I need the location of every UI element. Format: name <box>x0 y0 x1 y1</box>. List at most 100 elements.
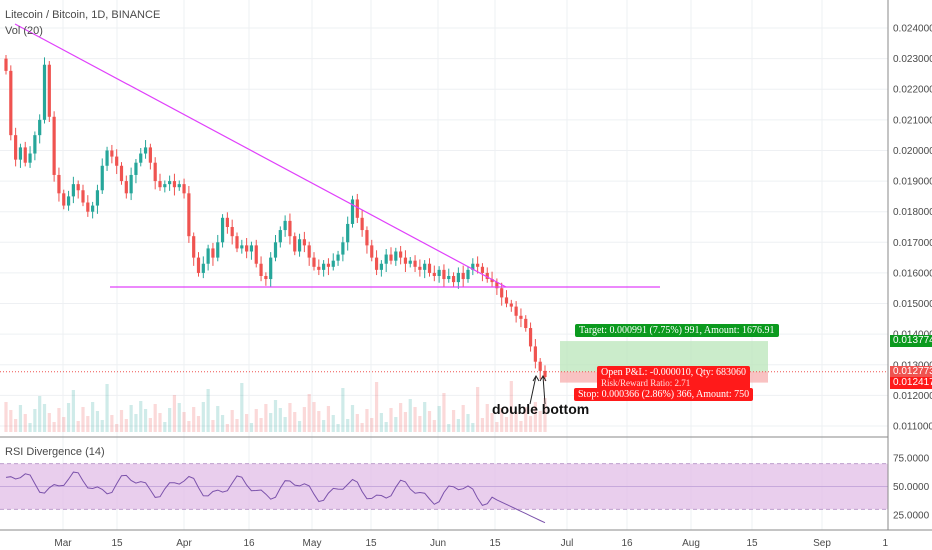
volume-bar <box>519 421 523 432</box>
volume-bar <box>451 410 456 432</box>
price-tick-label: 0.022000 <box>893 85 932 96</box>
volume-bar <box>297 421 302 432</box>
candle-body <box>115 156 119 166</box>
candle-body <box>259 263 263 276</box>
candle-body <box>326 263 331 267</box>
volume-bar <box>283 417 287 432</box>
candle-body <box>196 257 201 273</box>
candle-body <box>216 242 220 258</box>
volume-bar <box>509 381 513 432</box>
candle-body <box>471 263 475 270</box>
candle-body <box>148 147 152 163</box>
rsi-indicator-label[interactable]: RSI Divergence (14) <box>5 446 105 458</box>
candle-body <box>225 217 229 227</box>
candle-body <box>33 135 37 154</box>
volume-bar <box>259 418 263 432</box>
candle-body <box>23 147 27 163</box>
volume-bar <box>187 421 191 432</box>
candle-body <box>288 220 292 237</box>
candle-body <box>432 272 436 276</box>
open-pnl-badge: Open P&L: -0.000010, Qty: 683060 Risk/Re… <box>597 366 750 390</box>
volume-indicator-label[interactable]: Vol (20) <box>5 25 43 37</box>
time-tick-label: Jun <box>430 538 446 549</box>
candle-body <box>302 239 306 246</box>
candle-body <box>427 263 432 273</box>
volume-bar <box>148 418 152 432</box>
volume-bar <box>168 408 172 432</box>
volume-bar <box>57 408 61 432</box>
volume-bar <box>312 402 316 432</box>
price-tick-label: 0.018000 <box>893 207 932 218</box>
candle-body <box>211 248 215 258</box>
candle-body <box>466 269 470 280</box>
volume-bar <box>456 419 460 432</box>
volume-bar <box>110 415 114 432</box>
volume-bar <box>18 405 23 432</box>
volume-bar <box>220 415 225 432</box>
candle-body <box>336 254 340 261</box>
volume-bar <box>249 423 254 432</box>
volume-bar <box>355 414 359 432</box>
candle-body <box>437 269 441 276</box>
volume-bar <box>389 408 393 432</box>
volume-bars <box>4 381 547 432</box>
time-axis[interactable]: Mar 15 Apr 16 May 15 Jun 15 Jul 16 Aug 15 Sep 1 <box>54 538 888 549</box>
volume-bar <box>172 395 177 432</box>
candle-body <box>163 184 167 188</box>
volume-bar <box>182 412 186 432</box>
volume-bar <box>543 398 547 432</box>
time-tick-label: 16 <box>243 538 255 549</box>
candle-body <box>509 303 513 307</box>
candle-body <box>81 190 85 203</box>
volume-bar <box>403 412 408 432</box>
volume-bar <box>514 412 518 432</box>
open-pnl-text: Open P&L: -0.000010, Qty: 683060 <box>601 367 746 378</box>
volume-bar <box>206 389 210 432</box>
volume-bar <box>245 414 249 432</box>
stop-badge: Stop: 0.000366 (2.86%) 366, Amount: 750 <box>574 388 754 401</box>
volume-bar <box>480 418 485 432</box>
candle-body <box>379 263 383 270</box>
volume-bar <box>28 423 32 432</box>
time-tick-label: Mar <box>54 538 72 549</box>
candle-body <box>317 266 321 270</box>
volume-bar <box>336 424 340 432</box>
descending-trendline[interactable] <box>14 23 507 288</box>
volume-bar <box>437 406 441 432</box>
volume-bar <box>105 384 109 432</box>
symbol-title[interactable]: Litecoin / Bitcoin, 1D, BINANCE <box>5 9 161 21</box>
volume-bar <box>331 415 335 432</box>
volume-bar <box>235 419 239 432</box>
volume-bar <box>447 424 451 432</box>
volume-bar <box>432 420 436 432</box>
time-tick-label: May <box>303 538 322 549</box>
time-tick-label: Jul <box>561 538 574 549</box>
volume-bar <box>379 413 383 432</box>
volume-bar <box>485 404 489 432</box>
volume-bar <box>269 413 273 432</box>
candle-body <box>273 242 278 258</box>
candle-body <box>413 260 417 267</box>
candle-body <box>341 242 345 255</box>
volume-bar <box>119 410 124 432</box>
volume-bar <box>476 387 480 432</box>
volume-bar <box>143 409 148 432</box>
volume-bar <box>100 420 104 432</box>
candle-body <box>110 150 114 157</box>
volume-bar <box>408 399 412 432</box>
candle-body <box>172 181 177 188</box>
volume-bar <box>384 422 388 432</box>
volume-bar <box>153 404 157 432</box>
candle-body <box>139 153 143 163</box>
volume-bar <box>394 417 398 432</box>
candle-body <box>370 245 374 258</box>
volume-bar <box>115 424 119 432</box>
volume-bar <box>533 402 537 432</box>
volume-bar <box>293 412 297 432</box>
volume-bar <box>427 411 432 432</box>
volume-bar <box>461 405 465 432</box>
candle-body <box>52 116 56 175</box>
rsi-axis: 75.0000 50.0000 25.0000 <box>893 454 930 522</box>
volume-bar <box>4 402 8 432</box>
